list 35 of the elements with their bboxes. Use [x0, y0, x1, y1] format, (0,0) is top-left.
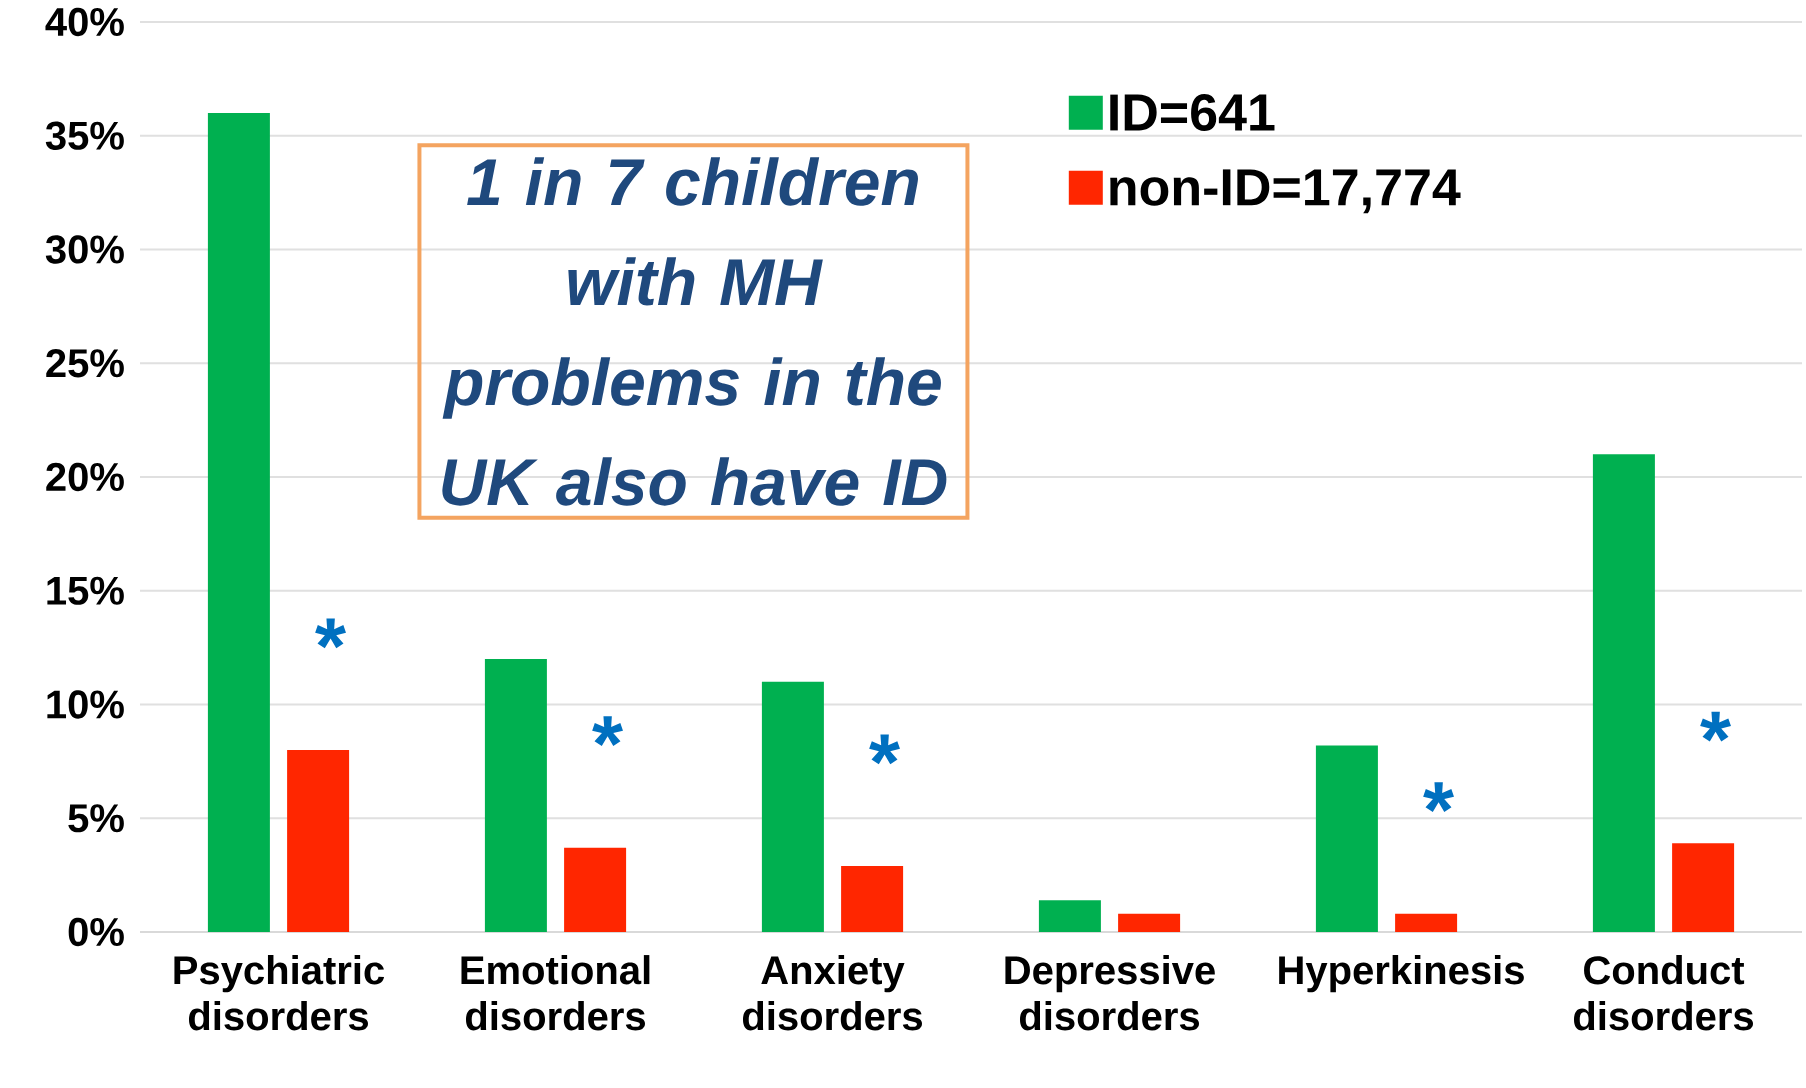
annotation: * [1700, 711, 1731, 742]
x-tick-label: Hyperkinesis [1279, 955, 1524, 993]
annotation: * [315, 618, 346, 649]
bar [484, 659, 547, 932]
y-tick-label: 5% [68, 804, 124, 833]
bar [761, 681, 824, 932]
bar [1395, 913, 1458, 932]
y-tick-label: 15% [47, 576, 124, 605]
x-tick-label: Conduct disorders [1573, 955, 1754, 1031]
annotation: 1 in 7 children with MH problems in the UK also have ID [442, 157, 947, 506]
y-tick-label: 40% [45, 7, 124, 37]
annotation: * [869, 734, 900, 765]
bar [1672, 843, 1735, 932]
y-tick-label: 25% [46, 349, 124, 378]
bar [841, 866, 904, 932]
x-tick-label: Psychiatric disorders [174, 955, 385, 1031]
legend-label: ID=641 [1110, 94, 1275, 131]
x-tick-label: Anxiety disorders [742, 955, 922, 1031]
bar [1315, 745, 1378, 932]
bar [564, 847, 627, 932]
y-tick-label: 10% [47, 690, 124, 719]
bar [1592, 454, 1655, 932]
legend-label: non-ID=17,774 [1110, 169, 1461, 214]
bar [1038, 900, 1101, 932]
x-tick-label: Emotional disorders [461, 955, 650, 1031]
bar [1118, 913, 1181, 932]
x-tick-label: Depressive disorders [1005, 955, 1215, 1031]
annotation: * [1423, 782, 1454, 813]
y-tick-label: 35% [45, 121, 124, 150]
y-tick-label: 20% [46, 462, 124, 492]
bar [207, 113, 270, 932]
y-tick-label: 0% [68, 917, 124, 947]
bar [287, 750, 350, 932]
y-tick-label: 30% [45, 235, 124, 264]
annotation: * [592, 716, 623, 747]
